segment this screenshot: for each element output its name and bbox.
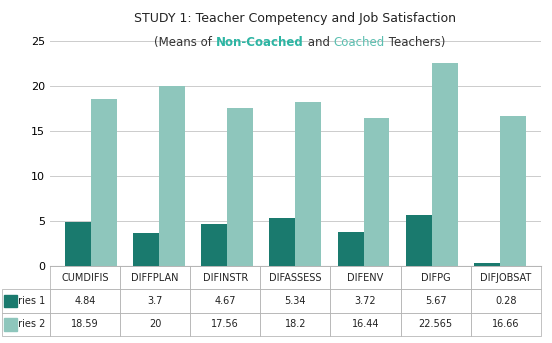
Bar	[227, 108, 253, 266]
Bar	[432, 63, 458, 266]
Bar	[65, 222, 91, 266]
Bar	[338, 233, 364, 266]
Bar	[269, 218, 295, 266]
Text: Teachers): Teachers)	[385, 36, 445, 49]
Bar	[133, 233, 159, 266]
Bar	[295, 102, 321, 266]
Text: (Means of: (Means of	[155, 36, 216, 49]
Bar	[159, 86, 185, 266]
Text: STUDY 1: Teacher Competency and Job Satisfaction: STUDY 1: Teacher Competency and Job Sati…	[134, 12, 457, 25]
Text: Non-Coached: Non-Coached	[216, 36, 304, 49]
Text: and: and	[304, 36, 333, 49]
Bar	[201, 224, 227, 266]
Bar	[91, 99, 116, 266]
Bar	[406, 215, 432, 266]
Bar	[364, 118, 390, 266]
Bar	[474, 263, 500, 266]
Bar	[500, 116, 526, 266]
Text: Coached: Coached	[333, 36, 385, 49]
